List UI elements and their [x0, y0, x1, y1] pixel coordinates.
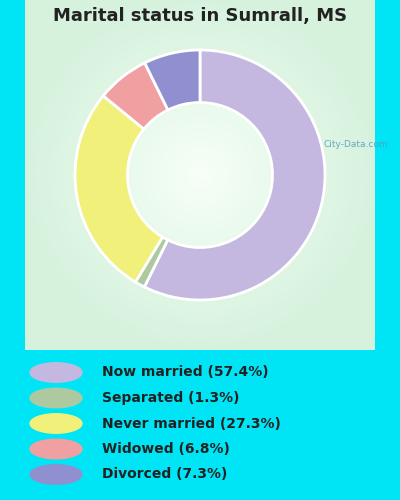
Circle shape	[30, 388, 82, 408]
Circle shape	[30, 414, 82, 433]
Wedge shape	[75, 96, 162, 282]
Text: Divorced (7.3%): Divorced (7.3%)	[102, 468, 227, 481]
Text: Now married (57.4%): Now married (57.4%)	[102, 366, 269, 380]
Wedge shape	[103, 63, 168, 129]
Text: Marital status in Sumrall, MS: Marital status in Sumrall, MS	[53, 8, 347, 26]
Circle shape	[30, 439, 82, 459]
Text: Never married (27.3%): Never married (27.3%)	[102, 416, 281, 430]
Text: City-Data.com: City-Data.com	[323, 140, 388, 149]
Circle shape	[30, 363, 82, 382]
Wedge shape	[136, 237, 168, 287]
Wedge shape	[144, 50, 325, 300]
Text: Separated (1.3%): Separated (1.3%)	[102, 391, 240, 405]
Circle shape	[30, 465, 82, 484]
Text: Widowed (6.8%): Widowed (6.8%)	[102, 442, 230, 456]
Wedge shape	[145, 50, 200, 110]
